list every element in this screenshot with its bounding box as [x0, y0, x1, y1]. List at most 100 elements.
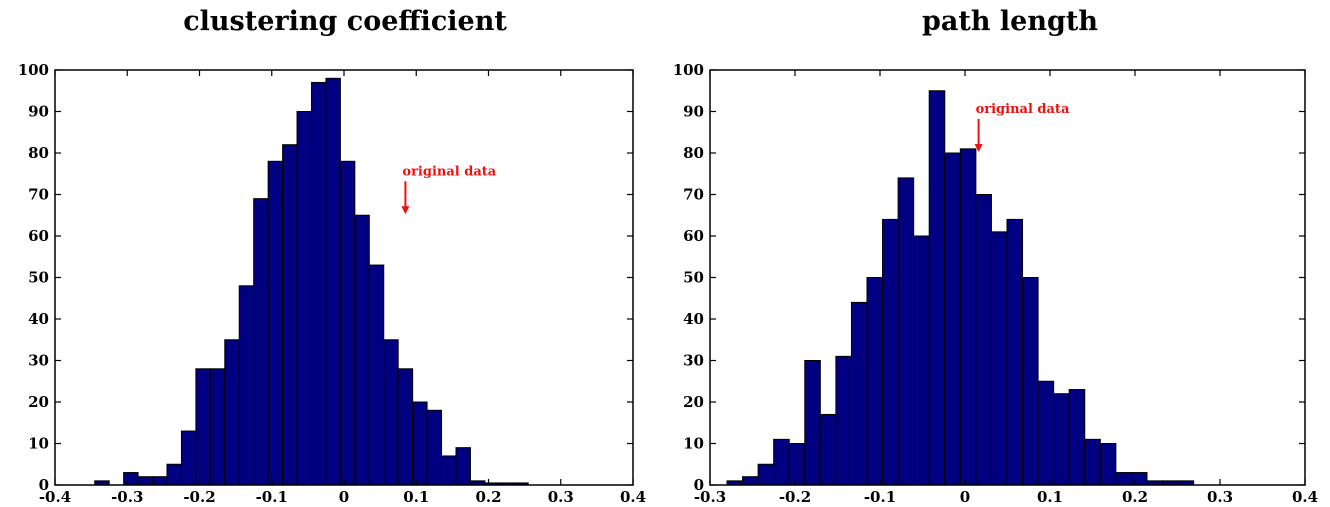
y-tick-label: 100: [18, 61, 49, 79]
x-tick-label: 0: [960, 488, 970, 506]
original-data-annotation: original data: [401, 164, 497, 215]
histogram-bar: [325, 77, 341, 486]
annotation-arrow-head: [401, 206, 410, 215]
annotation-label: original data: [976, 102, 1070, 117]
x-tick-label: -0.2: [183, 488, 215, 506]
histogram-bar: [368, 264, 385, 486]
histogram-bar: [1130, 472, 1148, 486]
chart-title: path length: [922, 6, 1098, 37]
y-tick-label: 20: [28, 393, 49, 411]
histogram-bar: [195, 368, 211, 486]
histogram-bar: [123, 472, 139, 486]
histogram-bar: [180, 430, 197, 486]
histogram-bar: [339, 160, 356, 486]
x-tick-label: 0: [339, 488, 349, 506]
histogram-bar: [1099, 443, 1117, 486]
annotation-arrow-head: [974, 144, 983, 152]
y-tick-label: 60: [683, 227, 704, 245]
y-tick-label: 90: [28, 103, 49, 121]
y-tick-label: 60: [28, 227, 49, 245]
histogram-bar: [166, 463, 182, 486]
histogram-bar: [455, 447, 471, 486]
y-tick-label: 40: [28, 310, 49, 328]
x-tick-label: 0.2: [1122, 488, 1148, 506]
y-tick-label: 0: [694, 476, 704, 494]
histogram-bar: [282, 144, 298, 486]
histogram-bar: [253, 198, 269, 486]
histogram-bar: [882, 218, 899, 486]
y-tick-label: 0: [39, 476, 49, 494]
histogram-bar: [835, 355, 852, 486]
x-tick-label: 0.2: [475, 488, 501, 506]
histogram-bar: [1022, 277, 1039, 486]
x-tick-label: 0.1: [1037, 488, 1063, 506]
histogram-bar: [804, 360, 821, 486]
histogram-bar: [310, 81, 327, 486]
histogram-bar: [209, 368, 226, 486]
histogram-bar: [152, 476, 168, 486]
histogram-bar: [990, 231, 1008, 486]
bars: [94, 77, 529, 486]
histogram-bar: [742, 476, 759, 486]
histogram-bar: [819, 413, 837, 486]
histogram-bar: [441, 455, 457, 486]
histogram-bar: [397, 368, 414, 486]
y-tick-label: 70: [683, 186, 704, 204]
original-data-annotation: original data: [974, 102, 1070, 152]
y-tick-label: 100: [673, 61, 704, 79]
histogram-bar: [224, 339, 240, 486]
histogram-bar: [959, 148, 977, 486]
y-tick-label: 90: [683, 103, 704, 121]
histogram-bar: [944, 152, 961, 486]
y-tick-label: 10: [683, 435, 704, 453]
y-tick-label: 10: [28, 435, 49, 453]
histogram-bar: [1006, 218, 1024, 486]
chart-panel-clustering: clustering coefficient -0.4 -0.3 -0.2 -0.1 0…: [18, 6, 646, 506]
bars: [726, 90, 1195, 486]
y-tick-label: 80: [28, 144, 49, 162]
x-tick-label: -0.4: [39, 488, 71, 506]
histogram-bar: [1084, 438, 1101, 486]
chart-title: clustering coefficient: [183, 6, 507, 37]
y-tick-label: 50: [683, 269, 704, 287]
annotation-label: original data: [402, 164, 496, 179]
histogram-bar: [773, 438, 790, 486]
histogram-bar: [137, 476, 154, 486]
histogram-bar: [913, 235, 930, 486]
x-tick-label: 0.4: [1292, 488, 1318, 506]
y-tick-label: 20: [683, 393, 704, 411]
y-tick-label: 50: [28, 269, 49, 287]
chart-panel-path-length: path length -0.3 -0.2 -0.1 0 0.1 0.2 0.3 0.4 0 10…: [665, 0, 1330, 507]
histogram-bar: [296, 111, 312, 486]
histogram-bar: [1115, 472, 1132, 486]
x-tick-label: 0.1: [403, 488, 429, 506]
histogram-bar: [757, 463, 775, 486]
histogram-bar: [1053, 393, 1070, 486]
histogram-clustering-coefficient: -0.4 -0.3 -0.2 -0.1 0 0.1 0.2 0.3 0.4 0 10 20 30 40 50…: [18, 61, 646, 506]
x-tick-label: 0.3: [1207, 488, 1233, 506]
histogram-bar: [238, 285, 255, 486]
histogram-bar: [412, 401, 428, 486]
y-tick-label: 30: [683, 352, 704, 370]
x-tick-label: 0.4: [620, 488, 646, 506]
histogram-bar: [866, 277, 884, 486]
y-tick-label: 40: [683, 310, 704, 328]
histogram-bar: [928, 90, 946, 486]
histogram-bar: [1068, 389, 1086, 486]
histogram-bar: [1037, 380, 1055, 486]
y-tick-label: 70: [28, 186, 49, 204]
x-tick-label: -0.1: [256, 488, 288, 506]
y-tick-label: 80: [683, 144, 704, 162]
histogram-bar: [975, 194, 992, 486]
histogram-bar: [897, 177, 915, 486]
histogram-bar: [850, 301, 868, 486]
x-tick-label: -0.3: [694, 488, 726, 506]
histogram-bar: [267, 160, 284, 486]
x-tick-label: -0.3: [111, 488, 143, 506]
histogram-bar: [383, 339, 399, 486]
y-tick-label: 30: [28, 352, 49, 370]
histogram-bar: [354, 214, 370, 486]
x-tick-label: -0.1: [864, 488, 896, 506]
histogram-path-length: -0.3 -0.2 -0.1 0 0.1 0.2 0.3 0.4 0 10 20 30 40 50 60 70…: [673, 61, 1318, 506]
x-tick-label: 0.3: [548, 488, 574, 506]
